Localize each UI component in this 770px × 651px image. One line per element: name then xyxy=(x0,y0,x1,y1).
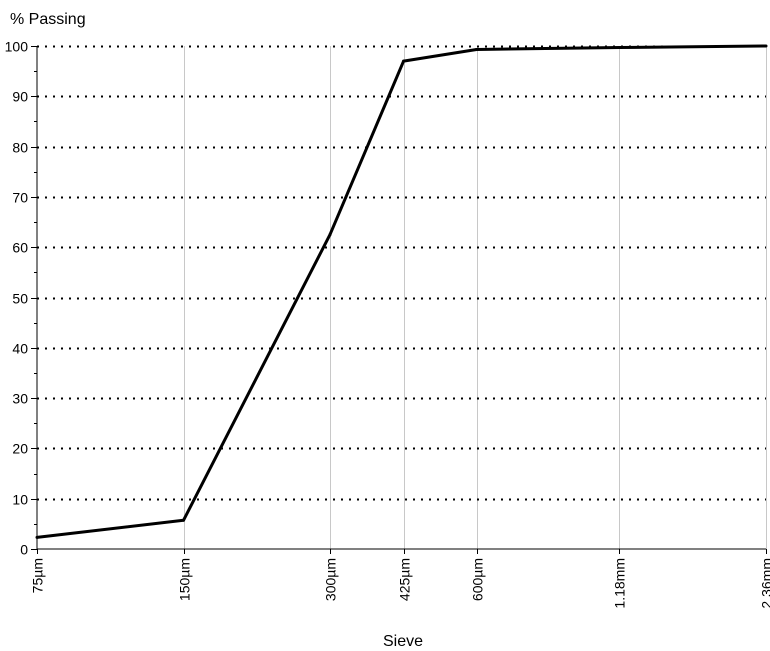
y-tick-label: 20 xyxy=(12,441,28,457)
x-tick-label: 150µm xyxy=(177,558,193,601)
horizontal-gridlines xyxy=(37,45,766,501)
x-tick-label: 1.18mm xyxy=(612,558,628,609)
y-tick-label: 50 xyxy=(12,291,28,307)
y-axis-title: % Passing xyxy=(10,11,86,28)
series-group xyxy=(35,44,768,539)
y-tick-label: 80 xyxy=(12,140,28,156)
y-tick-label: 70 xyxy=(12,190,28,206)
x-tick-label: 2.36mm xyxy=(759,558,770,609)
series-point xyxy=(182,518,185,522)
x-axis-title: Sieve xyxy=(383,633,423,650)
y-tick-label: 10 xyxy=(12,492,28,508)
series-point xyxy=(35,535,39,539)
y-tick-label: 0 xyxy=(20,542,28,558)
y-tick-label: 60 xyxy=(12,240,28,256)
y-tick-label: 100 xyxy=(5,39,29,55)
y-tick-label: 40 xyxy=(12,341,28,357)
series-point xyxy=(402,59,406,63)
x-tick-label: 75µm xyxy=(30,558,46,593)
x-axis-ticks: 75µm 150µm 300µm 425µm 600µm 1.18mm 2.36mm xyxy=(30,549,770,609)
y-tick-label: 30 xyxy=(12,391,28,407)
series-line xyxy=(36,44,767,539)
y-tick-label: 90 xyxy=(12,89,28,105)
series-point xyxy=(764,44,768,48)
x-tick-label: 300µm xyxy=(323,558,339,601)
series-point xyxy=(618,46,621,49)
series-point xyxy=(475,48,478,51)
y-axis-ticks: 0 10 20 30 40 50 60 70 80 90 100 xyxy=(5,39,37,558)
series-point xyxy=(328,233,332,237)
x-tick-label: 425µm xyxy=(397,558,413,601)
x-tick-label: 600µm xyxy=(470,558,486,601)
vertical-gridlines xyxy=(184,46,767,549)
